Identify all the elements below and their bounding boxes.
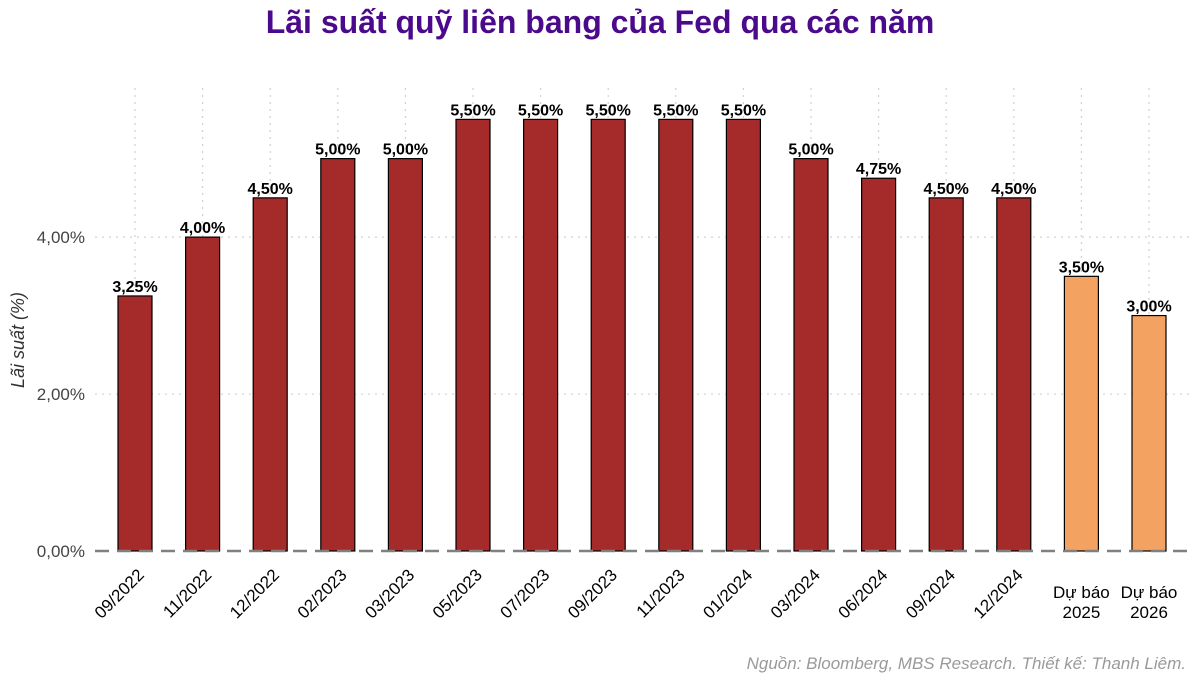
bar <box>387 158 423 552</box>
x-tick-label: 01/2024 <box>699 565 756 622</box>
x-tick-label: 11/2022 <box>159 565 215 621</box>
data-label: 5,50% <box>450 102 495 119</box>
data-label: 5,00% <box>788 142 833 159</box>
x-tick-label: 12/2024 <box>970 565 1027 622</box>
bar <box>1131 314 1167 552</box>
x-tick-label: 07/2023 <box>497 565 554 622</box>
data-label: 4,50% <box>924 181 969 198</box>
data-label: 5,50% <box>721 102 766 119</box>
data-label: 5,00% <box>383 142 428 159</box>
data-label: 5,50% <box>586 102 631 119</box>
data-label: 4,75% <box>856 161 901 178</box>
data-label: 4,00% <box>180 220 225 237</box>
x-tick-label: 06/2024 <box>835 565 892 622</box>
x-tick-label: 03/2023 <box>361 565 418 622</box>
y-tick-label: 0,00% <box>37 542 85 561</box>
x-tick-label: 11/2023 <box>633 565 689 621</box>
x-tick-label: Dự báo 2025 <box>1053 583 1110 622</box>
data-label: 3,25% <box>112 279 157 296</box>
source-note: Nguồn: Bloomberg, MBS Research. Thiết kế… <box>746 654 1186 673</box>
bar <box>590 118 626 552</box>
x-tick-label: 05/2023 <box>429 565 486 622</box>
bar <box>185 236 221 552</box>
bar <box>320 158 356 552</box>
y-tick-label: 4,00% <box>37 228 85 247</box>
data-label: 4,50% <box>991 181 1036 198</box>
data-label: 5,50% <box>518 102 563 119</box>
chart-title: Lãi suất quỹ liên bang của Fed qua các n… <box>265 4 935 40</box>
data-label: 3,00% <box>1126 299 1171 316</box>
bar <box>658 118 694 552</box>
bar <box>793 158 829 552</box>
labels-layer: 3,25% 4,00% 4,50% 5,00% 5,00% 5,50% 5,50% 5,50%… <box>112 102 1171 315</box>
bar <box>725 118 762 552</box>
data-label: 5,50% <box>653 102 698 119</box>
bar <box>928 197 964 552</box>
bar <box>1063 275 1100 552</box>
y-tick-label: 2,00% <box>37 385 85 404</box>
y-axis-title: Lãi suất (%) <box>8 292 28 388</box>
bar <box>455 118 491 552</box>
x-tick-label: 09/2023 <box>564 565 621 622</box>
x-tick-label: 02/2023 <box>294 565 351 622</box>
data-label: 3,50% <box>1059 259 1104 276</box>
bar <box>996 197 1032 552</box>
bar <box>117 295 153 552</box>
x-tick-label: Dự báo 2026 <box>1121 583 1178 622</box>
data-label: 5,00% <box>315 142 360 159</box>
bars-layer <box>117 118 1167 552</box>
bar <box>252 197 288 552</box>
bar <box>522 118 559 552</box>
x-tick-label: 03/2024 <box>767 565 824 622</box>
x-tick-label: 12/2022 <box>226 565 283 622</box>
x-tick-label: 09/2022 <box>91 565 148 622</box>
bar <box>860 177 897 552</box>
data-label: 4,50% <box>248 181 293 198</box>
x-tick-label: 09/2024 <box>902 565 959 622</box>
